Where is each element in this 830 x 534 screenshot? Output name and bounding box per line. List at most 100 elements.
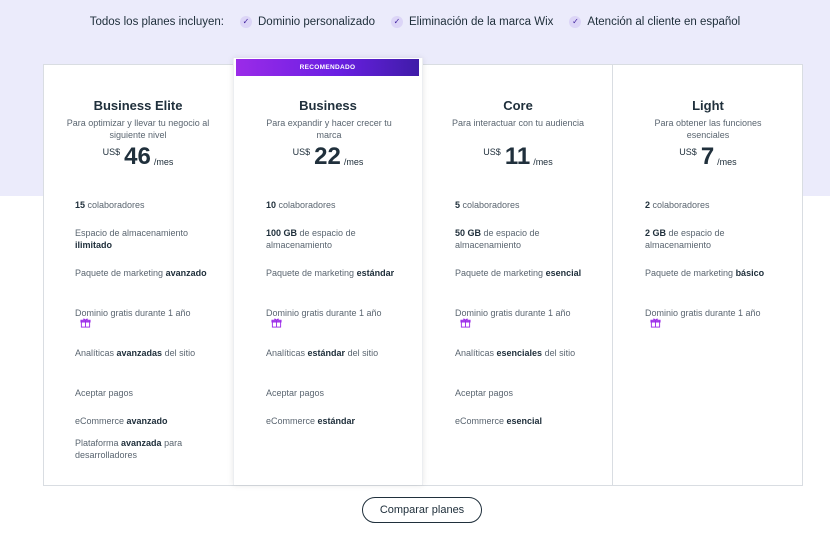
feature-highlight: esencial — [545, 268, 582, 278]
gift-icon — [650, 318, 661, 328]
price-amount: 46 — [124, 143, 151, 170]
plan-feature: 50 GB de espacio de almacenamiento — [455, 227, 595, 251]
feature-highlight: estándar — [307, 348, 346, 358]
feature-highlight: esenciales — [496, 348, 543, 358]
feature-text: del sitio — [345, 348, 379, 358]
feature-text: colaboradores — [276, 200, 336, 210]
plan-feature: Aceptar pagos — [266, 387, 406, 399]
feature-text: Analíticas — [266, 348, 308, 358]
included-item-label: Atención al cliente en español — [587, 16, 741, 28]
feature-text: Dominio gratis durante 1 año — [455, 308, 571, 318]
price-period: /mes — [343, 157, 364, 167]
feature-text: Paquete de marketing — [645, 268, 736, 278]
plan-name: Light — [692, 98, 724, 113]
plan-feature: Paquete de marketing estándar — [266, 267, 406, 279]
plan-card-core: Core Para interactuar con tu audiencia US$… — [423, 65, 613, 485]
plan-feature: 2 colaboradores — [645, 199, 785, 211]
price-currency: US$ — [483, 147, 501, 157]
plan-feature: Dominio gratis durante 1 año — [75, 307, 215, 319]
plan-name: Business Elite — [93, 98, 183, 113]
feature-text: Aceptar pagos — [455, 388, 514, 398]
plan-price: US$ 46/mes — [43, 145, 233, 169]
plan-feature: Paquete de marketing básico — [645, 267, 785, 279]
feature-text: colaboradores — [650, 200, 710, 210]
feature-text: Paquete de marketing — [455, 268, 546, 278]
feature-highlight: 100 GB — [266, 228, 298, 238]
plan-description: Para expandir y hacer crecer tu marca — [266, 118, 392, 140]
plan-description: Para obtener las funciones esenciales — [654, 118, 762, 140]
feature-highlight: avanzadas — [116, 348, 163, 358]
plan-feature: Dominio gratis durante 1 año — [266, 307, 406, 319]
feature-highlight: avanzado — [126, 416, 168, 426]
feature-text: eCommerce — [455, 416, 507, 426]
feature-text: colaboradores — [460, 200, 520, 210]
price-period: /mes — [153, 157, 174, 167]
feature-text: eCommerce — [266, 416, 318, 426]
feature-highlight: estándar — [317, 416, 356, 426]
gift-icon — [271, 318, 282, 328]
included-features-bar: Todos los planes incluyen: ✓ Dominio per… — [0, 16, 830, 28]
plan-feature: Analíticas estándar del sitio — [266, 347, 406, 359]
feature-highlight: 50 GB — [455, 228, 482, 238]
included-item-label: Dominio personalizado — [258, 16, 375, 28]
feature-text: Dominio gratis durante 1 año — [75, 308, 191, 318]
plan-feature: Plataforma avanzada para desarrolladores — [75, 437, 215, 461]
feature-text: del sitio — [162, 348, 196, 358]
feature-highlight: 10 — [266, 200, 277, 210]
plan-feature: Analíticas esenciales del sitio — [455, 347, 595, 359]
plan-feature: Dominio gratis durante 1 año — [645, 307, 785, 319]
plan-feature: 15 colaboradores — [75, 199, 215, 211]
feature-highlight: ilimitado — [75, 240, 113, 250]
feature-highlight: 2 GB — [645, 228, 667, 238]
feature-text: Analíticas — [75, 348, 117, 358]
plan-price: US$ 22/mes — [234, 145, 422, 169]
plan-price: US$ 7/mes — [613, 145, 803, 169]
feature-text: Analíticas — [455, 348, 497, 358]
plan-feature: 10 colaboradores — [266, 199, 406, 211]
included-label: Todos los planes incluyen: — [89, 16, 224, 28]
feature-text: Espacio de almacenamiento — [75, 228, 189, 238]
feature-text: Plataforma — [75, 438, 122, 448]
feature-text: colaboradores — [85, 200, 145, 210]
plan-feature: eCommerce avanzado — [75, 415, 215, 427]
check-icon: ✓ — [569, 16, 582, 28]
plan-description: Para interactuar con tu audiencia — [451, 118, 585, 128]
compare-plans-button[interactable]: Comparar planes — [362, 497, 482, 523]
feature-highlight: 15 — [75, 200, 86, 210]
plan-feature: Aceptar pagos — [75, 387, 215, 399]
feature-text: del sitio — [542, 348, 576, 358]
plan-feature: Espacio de almacenamiento ilimitado — [75, 227, 215, 251]
plan-card-business: Business Para expandir y hacer crecer tu … — [233, 58, 423, 485]
included-item-branding: ✓ Eliminación de la marca Wix — [390, 16, 553, 28]
check-icon: ✓ — [240, 16, 252, 28]
feature-text: Aceptar pagos — [75, 388, 134, 398]
feature-highlight: estándar — [356, 268, 395, 278]
plan-name: Core — [503, 98, 533, 113]
gift-icon — [460, 318, 471, 328]
feature-highlight: 2 — [645, 200, 651, 210]
plan-feature: Dominio gratis durante 1 año — [455, 307, 595, 319]
feature-highlight: esencial — [506, 416, 543, 426]
price-amount: 7 — [700, 143, 715, 170]
price-amount: 11 — [504, 143, 531, 170]
plan-feature: 5 colaboradores — [455, 199, 595, 211]
feature-text: de espacio de almacenamiento — [266, 228, 356, 250]
plan-feature: Paquete de marketing esencial — [455, 267, 595, 279]
feature-highlight: básico — [735, 268, 765, 278]
plans-table — [43, 64, 803, 486]
price-amount: 22 — [314, 143, 341, 170]
plan-name: Business — [299, 98, 357, 113]
feature-text: Paquete de marketing — [75, 268, 166, 278]
feature-highlight: avanzado — [165, 268, 207, 278]
plan-divider — [612, 65, 613, 485]
feature-text: Paquete de marketing — [266, 268, 357, 278]
price-currency: US$ — [292, 147, 311, 157]
price-currency: US$ — [102, 147, 121, 157]
check-icon: ✓ — [390, 16, 403, 28]
plan-card-business-elite: Business Elite Para optimizar y llevar tu… — [43, 65, 233, 485]
feature-text: de espacio de almacenamiento — [455, 228, 540, 250]
plan-card-light: Light Para obtener las funciones esencial… — [613, 65, 803, 485]
plan-feature: Aceptar pagos — [455, 387, 595, 399]
feature-text: Aceptar pagos — [266, 388, 325, 398]
recommended-ribbon: RECOMENDADO — [236, 59, 419, 76]
